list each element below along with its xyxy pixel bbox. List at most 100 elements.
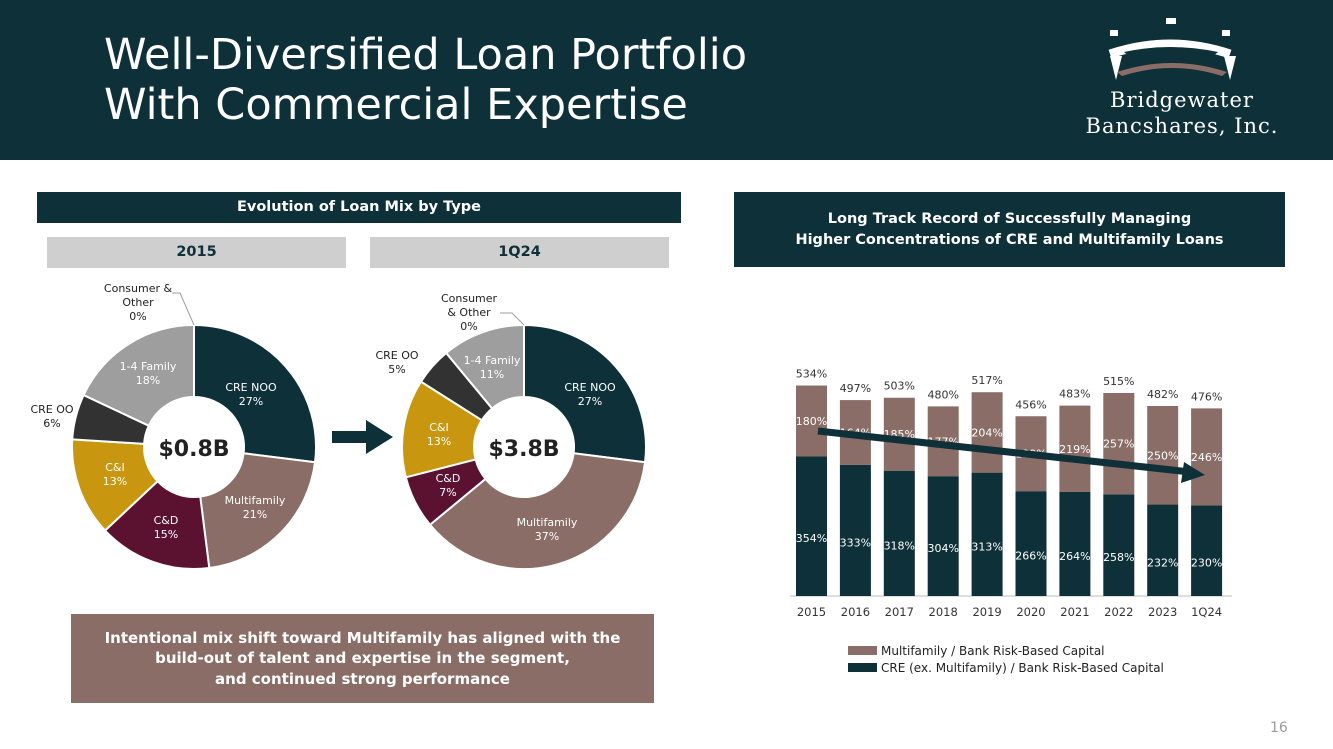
callout-line-1: Intentional mix shift toward Multifamily…: [104, 628, 621, 647]
donut-2015: CRE NOO 27% Multifamily 21% C&D 15% C&I 13% CRE …: [30, 282, 317, 570]
bar-label-cre-2015: 354%: [796, 532, 827, 545]
donut-slice-1q24-multifamily: [428, 452, 647, 570]
x-tick-label-1q24: 1Q24: [1191, 605, 1222, 619]
bar-total-label-2022: 515%: [1103, 375, 1134, 388]
donut-center-total-1q24: $3.8B: [488, 437, 559, 462]
x-tick-label-2021: 2021: [1060, 605, 1089, 619]
bar-total-label-2016: 497%: [840, 382, 871, 395]
donut-label-2015-cre-oo: CRE OO 6%: [30, 403, 73, 430]
bar-label-cre-2022: 258%: [1103, 551, 1134, 564]
callout-line-3: and continued strong performance: [215, 669, 510, 688]
donut-slice-2015-multifamily: [199, 452, 317, 570]
bar-multifamily-2021: [1059, 405, 1091, 492]
bar-cre-2017: [883, 470, 915, 596]
bar-chart-legend: Multifamily / Bank Risk-Based Capital CR…: [848, 642, 1164, 676]
title-line-1: Well-Diversified Loan Portfolio: [104, 30, 748, 80]
bar-total-label-2015: 534%: [796, 368, 827, 381]
bar-label-cre-1q24: 230%: [1191, 557, 1222, 570]
legend-swatch-cre: [848, 663, 877, 672]
logo-name-line-1: Bridgewater: [1110, 88, 1254, 112]
donut-slice-2015-c-d: [103, 479, 211, 570]
bar-cre-2022: [1103, 494, 1135, 596]
x-tick-label-2019: 2019: [972, 605, 1001, 619]
x-tick-label-2015: 2015: [797, 605, 826, 619]
donut-slice-2015-cre-noo: [193, 323, 317, 464]
donut-label-2015-1-4-family: 1-4 Family 18%: [120, 360, 177, 387]
bar-label-cre-2021: 264%: [1059, 550, 1090, 563]
page-number: 16: [1270, 720, 1288, 736]
period-2015-label: 2015: [47, 237, 346, 268]
legend-swatch-multifamily: [848, 646, 877, 655]
bar-label-cre-2018: 304%: [927, 542, 958, 555]
bar-multifamily-2017: [883, 397, 915, 471]
x-tick-label-2020: 2020: [1016, 605, 1045, 619]
bar-total-label-2021: 483%: [1059, 388, 1090, 401]
donut-leader-2015-consumer-other: [172, 292, 195, 326]
bar-cre-2023: [1147, 504, 1179, 596]
bar-total-label-2017: 503%: [884, 380, 915, 393]
bar-label-cre-2017: 318%: [884, 539, 915, 552]
bar-total-label-2020: 456%: [1015, 398, 1046, 411]
legend-label-multifamily: Multifamily / Bank Risk-Based Capital: [881, 643, 1105, 658]
legend-item-multifamily: Multifamily / Bank Risk-Based Capital: [848, 642, 1164, 659]
bar-cre-2021: [1059, 491, 1091, 596]
donut-label-1q24-multifamily: Multifamily 37%: [517, 516, 578, 543]
bar-label-multifamily-2021: 219%: [1059, 443, 1090, 456]
bar-multifamily-2015: [796, 385, 827, 457]
bar-label-multifamily-2023: 250%: [1147, 449, 1178, 462]
donut-label-1q24-c-d: C&D 7%: [436, 472, 461, 499]
bar-label-multifamily-1q24: 246%: [1191, 451, 1222, 464]
period-1q24-label: 1Q24: [370, 237, 669, 268]
trend-arrow-icon: [817, 427, 1205, 483]
bar-label-cre-2016: 333%: [840, 536, 871, 549]
bar-label-multifamily-2022: 257%: [1103, 438, 1134, 451]
donut-slice-1q24-cre-noo: [523, 323, 647, 464]
header-banner: [0, 0, 1333, 160]
bar-label-cre-2020: 266%: [1015, 550, 1046, 563]
donut-label-2015-consumer-other: Consumer & Other 0%: [104, 282, 173, 323]
x-tick-label-2022: 2022: [1104, 605, 1133, 619]
bar-label-multifamily-2019: 204%: [971, 426, 1002, 439]
donut-label-2015-multifamily: Multifamily 21%: [225, 494, 286, 521]
bar-cre-2019: [971, 472, 1003, 596]
donut-1q24: CRE NOO 27% Multifamily 37% C&D 7% C&I 13% CRE O…: [375, 292, 647, 570]
track-record-section-title: Long Track Record of Successfully Managi…: [734, 192, 1285, 267]
bar-multifamily-2023: [1147, 406, 1179, 505]
donut-label-1q24-cre-noo: CRE NOO 27%: [564, 381, 616, 408]
concentration-stacked-bar-chart: 354%180%534%2015333%164%497%2016318%185%…: [790, 368, 1232, 619]
bar-cre-2018: [927, 476, 959, 596]
x-tick-label-2018: 2018: [929, 605, 958, 619]
legend-label-cre: CRE (ex. Multifamily) / Bank Risk-Based …: [881, 660, 1164, 675]
bar-label-cre-2019: 313%: [971, 540, 1002, 553]
track-record-title-line-1: Long Track Record of Successfully Managi…: [827, 210, 1192, 227]
logo-name-line-2: Bancshares, Inc.: [1085, 114, 1279, 138]
bar-cre-2016: [839, 464, 871, 596]
mix-shift-arrow-icon: [332, 420, 393, 454]
page-title: Well-Diversified Loan Portfolio With Com…: [104, 30, 747, 130]
x-tick-label-2017: 2017: [885, 605, 914, 619]
bar-cre-2020: [1015, 491, 1047, 596]
bar-label-multifamily-2015: 180%: [796, 415, 827, 428]
mix-shift-callout: Intentional mix shift toward Multifamily…: [71, 614, 654, 703]
bar-multifamily-2022: [1103, 393, 1135, 495]
donut-label-1q24-c-i: C&I 13%: [427, 421, 451, 448]
x-tick-label-2016: 2016: [841, 605, 870, 619]
title-line-2: With Commercial Expertise: [104, 80, 688, 130]
loan-mix-section-title: Evolution of Loan Mix by Type: [37, 192, 681, 223]
bar-multifamily-1q24: [1191, 408, 1223, 506]
x-tick-label-2023: 2023: [1148, 605, 1177, 619]
legend-item-cre: CRE (ex. Multifamily) / Bank Risk-Based …: [848, 659, 1164, 676]
bar-total-label-2023: 482%: [1147, 388, 1178, 401]
loan-mix-donut-charts: CRE NOO 27% Multifamily 21% C&D 15% C&I 13% CRE …: [30, 282, 647, 570]
bridgewater-logo: [1108, 18, 1236, 80]
bar-cre-2015: [796, 456, 827, 596]
bar-total-label-2018: 480%: [927, 388, 958, 401]
bar-total-label-2019: 517%: [971, 374, 1002, 387]
donut-leader-1q24-consumer-other: [500, 312, 525, 326]
donut-label-2015-cre-noo: CRE NOO 27%: [225, 381, 277, 408]
track-record-title-line-2: Higher Concentrations of CRE and Multifa…: [795, 231, 1224, 248]
bar-label-cre-2023: 232%: [1147, 556, 1178, 569]
donut-label-2015-c-d: C&D 15%: [154, 514, 179, 541]
bar-cre-1q24: [1191, 505, 1223, 596]
bar-multifamily-2019: [971, 392, 1003, 473]
